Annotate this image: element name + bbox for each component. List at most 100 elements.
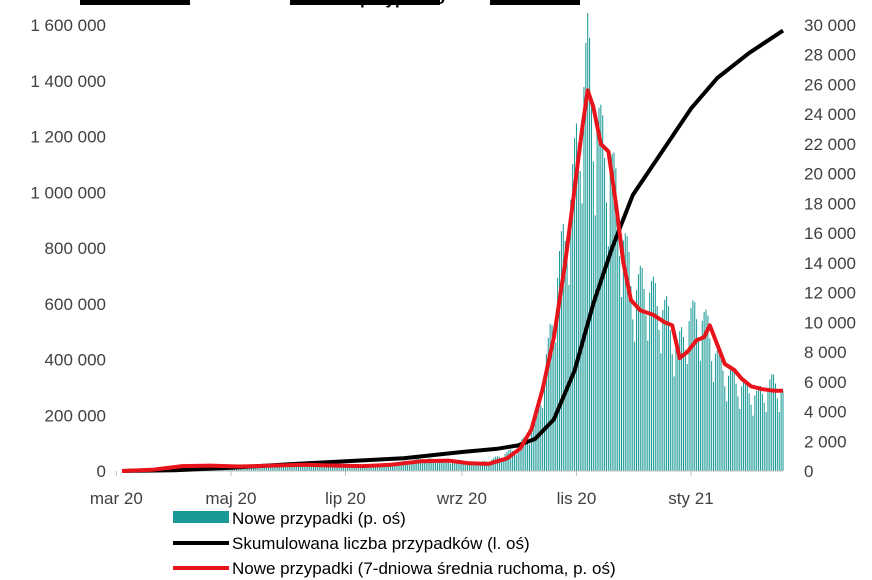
- new-cases-bar: [472, 463, 474, 471]
- new-cases-bar: [634, 341, 636, 471]
- new-cases-bar: [654, 282, 656, 471]
- new-cases-bar: [436, 463, 438, 471]
- new-cases-bar: [427, 458, 429, 471]
- new-cases-bar: [549, 323, 551, 471]
- new-cases-bar: [288, 465, 290, 471]
- new-cases-bar: [748, 393, 750, 471]
- x-tick-label: maj 20: [205, 489, 256, 508]
- new-cases-bar: [403, 461, 405, 471]
- new-cases-bar: [609, 168, 611, 471]
- new-cases-bar: [393, 463, 395, 471]
- new-cases-bar: [607, 246, 609, 471]
- new-cases-bar: [763, 402, 765, 471]
- new-cases-bar: [346, 466, 348, 471]
- new-cases-bar: [714, 353, 716, 471]
- x-tick-label: mar 20: [90, 489, 143, 508]
- new-cases-bar: [671, 354, 673, 471]
- new-cases-bar: [555, 342, 557, 471]
- new-cases-bar: [658, 329, 660, 471]
- new-cases-bar: [451, 460, 454, 471]
- new-cases-bar: [296, 463, 298, 471]
- new-cases-bar: [495, 456, 497, 471]
- new-cases-bar: [707, 315, 709, 471]
- new-cases-bar: [694, 302, 696, 471]
- new-cases-bar: [482, 461, 484, 471]
- new-cases-bar: [275, 465, 277, 471]
- new-cases-bar: [331, 466, 333, 471]
- new-cases-bar: [622, 240, 624, 471]
- new-cases-bar: [538, 405, 540, 471]
- new-cases-bar: [735, 383, 737, 471]
- new-cases-bar: [314, 463, 316, 471]
- new-cases-bar: [543, 372, 546, 471]
- new-cases-bar: [774, 383, 777, 471]
- new-cases-bar: [726, 401, 728, 471]
- new-cases-bar: [517, 446, 519, 471]
- left-tick-label: 400 000: [45, 351, 106, 370]
- new-cases-bar: [476, 465, 478, 471]
- new-cases-bar: [639, 265, 641, 471]
- new-cases-bar: [641, 267, 643, 471]
- new-cases-bar: [724, 386, 726, 471]
- new-cases-bar: [758, 386, 760, 471]
- new-cases-bar: [378, 464, 380, 471]
- new-cases-bar: [485, 461, 487, 471]
- left-tick-label: 0: [97, 462, 106, 481]
- new-cases-bar: [442, 459, 444, 471]
- new-cases-bar: [269, 465, 271, 471]
- new-cases-bar: [568, 285, 570, 471]
- left-tick-label: 1 400 000: [30, 72, 106, 91]
- new-cases-bar: [467, 461, 469, 471]
- new-cases-bar: [542, 407, 544, 471]
- new-cases-bar: [613, 152, 615, 471]
- left-tick-label: 600 000: [45, 295, 106, 314]
- new-cases-bar: [615, 168, 617, 472]
- new-cases-bar: [521, 438, 523, 471]
- new-cases-bar: [341, 466, 343, 471]
- new-cases-bar: [664, 299, 666, 471]
- new-cases-bar: [429, 458, 431, 471]
- new-cases-bar: [380, 465, 382, 471]
- right-tick-label: 8 000: [804, 343, 847, 362]
- new-cases-bars: [123, 13, 784, 472]
- new-cases-bar: [489, 463, 491, 471]
- new-cases-bar: [611, 153, 613, 472]
- new-cases-bar: [281, 465, 283, 471]
- left-tick-label: 800 000: [45, 239, 106, 258]
- new-cases-bar: [254, 466, 256, 471]
- new-cases-bar: [696, 319, 698, 471]
- new-cases-bar: [273, 464, 275, 471]
- new-cases-bar: [527, 441, 529, 471]
- new-cases-bar: [562, 224, 564, 471]
- x-tick-label: wrz 20: [436, 489, 487, 508]
- new-cases-bar: [440, 459, 442, 471]
- new-cases-bar: [262, 466, 264, 471]
- new-cases-bar: [572, 163, 574, 471]
- new-cases-bar: [431, 458, 433, 471]
- new-cases-bar: [286, 464, 288, 471]
- right-tick-label: 10 000: [804, 313, 856, 332]
- new-cases-bar: [348, 465, 350, 471]
- right-tick-label: 4 000: [804, 403, 847, 422]
- new-cases-bar: [673, 376, 675, 471]
- new-cases-bar: [729, 369, 731, 471]
- new-cases-bar: [697, 338, 700, 471]
- new-cases-bar: [519, 442, 521, 471]
- new-cases-bar: [600, 104, 602, 471]
- new-cases-bar: [356, 467, 358, 471]
- new-cases-bar: [305, 464, 307, 471]
- new-cases-bar: [590, 99, 592, 472]
- new-cases-bar: [333, 465, 335, 471]
- new-cases-bar: [371, 467, 373, 471]
- legend-label-new-cases: Nowe przypadki (p. oś): [232, 509, 406, 528]
- new-cases-bar: [617, 212, 619, 471]
- right-tick-label: 2 000: [804, 432, 847, 451]
- new-cases-bar: [720, 354, 722, 471]
- new-cases-bar: [344, 467, 346, 471]
- new-cases-bar: [500, 458, 502, 471]
- new-cases-bar: [731, 367, 733, 471]
- new-cases-bar: [301, 463, 303, 471]
- x-tick-label: sty 21: [668, 489, 713, 508]
- right-tick-label: 30 000: [804, 16, 856, 35]
- right-tick-label: 26 000: [804, 75, 856, 94]
